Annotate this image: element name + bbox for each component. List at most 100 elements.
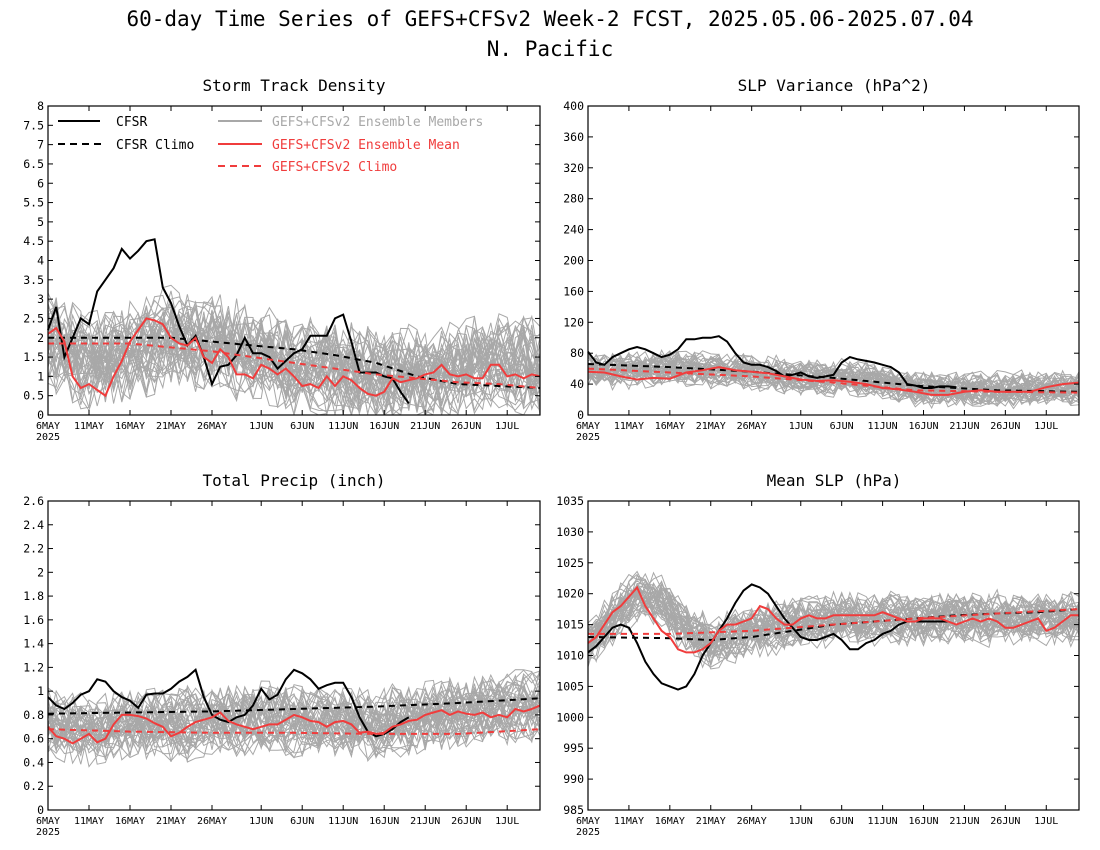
series-cfsr	[587, 335, 957, 389]
y-tick-label: 1015	[556, 618, 584, 632]
x-tick-label: 11MAY	[614, 421, 644, 432]
ensemble-member-line	[48, 669, 540, 737]
x-year-label: 2025	[36, 432, 60, 443]
y-tick-label: 360	[563, 130, 584, 144]
ensemble-member-line	[48, 305, 540, 395]
x-tick-label: 11JUN	[868, 421, 898, 432]
series-gefs-cfsv2-climo	[47, 728, 541, 735]
y-tick-label: 0.4	[23, 755, 44, 769]
y-tick-label: 5	[37, 215, 44, 229]
ensemble-member-line	[588, 365, 1079, 408]
x-tick-label: 26MAY	[197, 421, 227, 432]
x-tick-label: 6JUN	[290, 816, 314, 827]
y-tick-label: 3	[37, 292, 44, 306]
x-year-label: 2025	[36, 827, 60, 838]
series-cfsr	[47, 238, 410, 404]
x-tick-label: 26MAY	[197, 816, 227, 827]
panel-title: Storm Track Density	[202, 76, 385, 95]
x-tick-label: 1JUN	[249, 421, 273, 432]
y-tick-label: 1.4	[23, 637, 44, 651]
ensemble-member-line	[588, 586, 1079, 663]
y-tick-label: 2	[37, 565, 44, 579]
x-tick-label: 26MAY	[737, 816, 767, 827]
y-tick-label: 400	[563, 99, 584, 113]
y-tick-label: 0	[37, 408, 44, 422]
legend: CFSR CFSR Climo GEFS+CFSv2 Ensemble Memb…	[58, 115, 483, 175]
series-gefs-cfsv2-climo	[588, 608, 1080, 635]
series-gefs-cfsv2-ensemble-mean	[587, 585, 1079, 654]
y-tick-label: 1030	[556, 525, 584, 539]
x-tick-label: 11JUN	[328, 421, 358, 432]
x-tick-label: 16MAY	[655, 421, 685, 432]
panel-storm-track-density: Storm Track Density 0 0.5 1 1.5 2 2.5 3 3.5 4 4.5…	[23, 76, 541, 443]
legend-members-label: GEFS+CFSv2 Ensemble Members	[272, 115, 483, 130]
y-tick-label: 1.5	[23, 350, 44, 364]
y-tick-label: 1.6	[23, 613, 44, 627]
y-tick-label: 1035	[556, 494, 584, 508]
y-tick-label: 8	[37, 99, 44, 113]
x-tick-label: 21JUN	[410, 816, 440, 827]
y-tick-label: 7	[37, 138, 44, 152]
y-tick-label: 2	[37, 331, 44, 345]
x-tick-label: 21MAY	[696, 421, 726, 432]
series-cfsr	[47, 668, 410, 738]
series-cfsr-climo	[587, 363, 1080, 393]
ensemble-member-line	[48, 292, 540, 394]
y-tick-label: 995	[563, 741, 584, 755]
y-tick-label: 0.8	[23, 708, 44, 722]
ensemble-member-line	[48, 328, 540, 415]
x-year-label: 2025	[576, 432, 600, 443]
ensemble-member-line	[48, 669, 540, 738]
x-tick-label: 11JUN	[328, 816, 358, 827]
series-cfsr-climo	[47, 697, 541, 715]
y-tick-label: 6.5	[23, 157, 44, 171]
x-tick-label: 16JUN	[369, 421, 399, 432]
panel-title: Total Precip (inch)	[202, 471, 385, 490]
x-tick-label: 6JUN	[290, 421, 314, 432]
ensemble-member-line	[588, 591, 1079, 659]
x-tick-label: 6MAY	[576, 421, 600, 432]
y-tick-label: 1010	[556, 649, 584, 663]
series-cfsr-climo	[48, 336, 541, 389]
figure-subtitle: N. Pacific	[487, 37, 613, 61]
y-tick-label: 2.6	[23, 494, 44, 508]
x-tick-label: 16JUN	[369, 816, 399, 827]
legend-gefs-climo-label: GEFS+CFSv2 Climo	[272, 160, 397, 175]
y-tick-label: 1.2	[23, 660, 44, 674]
ensemble-member-line	[588, 351, 1079, 397]
y-tick-label: 0	[37, 803, 44, 817]
ensemble-member-line	[48, 674, 540, 730]
x-tick-label: 26JUN	[451, 816, 481, 827]
plot-frame	[587, 500, 1080, 811]
x-tick-label: 16MAY	[655, 816, 685, 827]
x-tick-label: 11MAY	[74, 421, 104, 432]
y-tick-label: 4.5	[23, 234, 44, 248]
y-tick-label: 7.5	[23, 118, 44, 132]
x-tick-label: 21MAY	[156, 421, 186, 432]
series-gefs-cfsv2-ensemble-mean	[47, 317, 541, 398]
x-tick-label: 1JUL	[1034, 816, 1058, 827]
x-tick-label: 1JUL	[495, 421, 519, 432]
x-tick-label: 1JUN	[249, 816, 273, 827]
x-tick-label: 26JUN	[451, 421, 481, 432]
ensemble-member-line	[588, 584, 1079, 635]
y-tick-label: 2.2	[23, 542, 44, 556]
plot-frame	[47, 500, 541, 811]
panel-title: Mean SLP (hPa)	[767, 471, 902, 490]
ensemble-member-line	[48, 334, 540, 415]
series-gefs-cfsv2-climo	[48, 342, 541, 389]
x-tick-label: 1JUL	[1034, 421, 1058, 432]
y-tick-label: 1	[37, 684, 44, 698]
legend-cfsr-climo-label: CFSR Climo	[116, 138, 194, 153]
y-tick-label: 3.5	[23, 273, 44, 287]
x-tick-label: 6MAY	[36, 421, 60, 432]
panel-title: SLP Variance (hPa^2)	[738, 76, 931, 95]
y-tick-label: 985	[563, 803, 584, 817]
y-tick-label: 0.6	[23, 732, 44, 746]
y-tick-label: 6	[37, 176, 44, 190]
x-tick-label: 11MAY	[614, 816, 644, 827]
ensemble-member-line	[588, 359, 1079, 402]
y-tick-label: 1020	[556, 587, 584, 601]
y-tick-label: 120	[563, 315, 584, 329]
